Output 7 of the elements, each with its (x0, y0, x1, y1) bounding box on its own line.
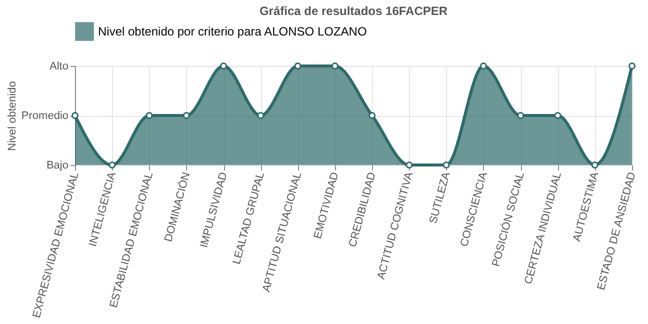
legend-label: Nivel obtenido por criterio para ALONSO LOZANO (98, 24, 367, 38)
category-label: Bajo (46, 160, 68, 172)
chart-title: Gráfica de resultados 16FACPER (259, 4, 448, 18)
category-label: Alto (50, 60, 68, 72)
x-tick-label: LEALTAD GRUPAL (230, 170, 267, 266)
category-label: Promedio (21, 110, 68, 122)
y-axis-title: Nivel obtenido (6, 81, 18, 151)
